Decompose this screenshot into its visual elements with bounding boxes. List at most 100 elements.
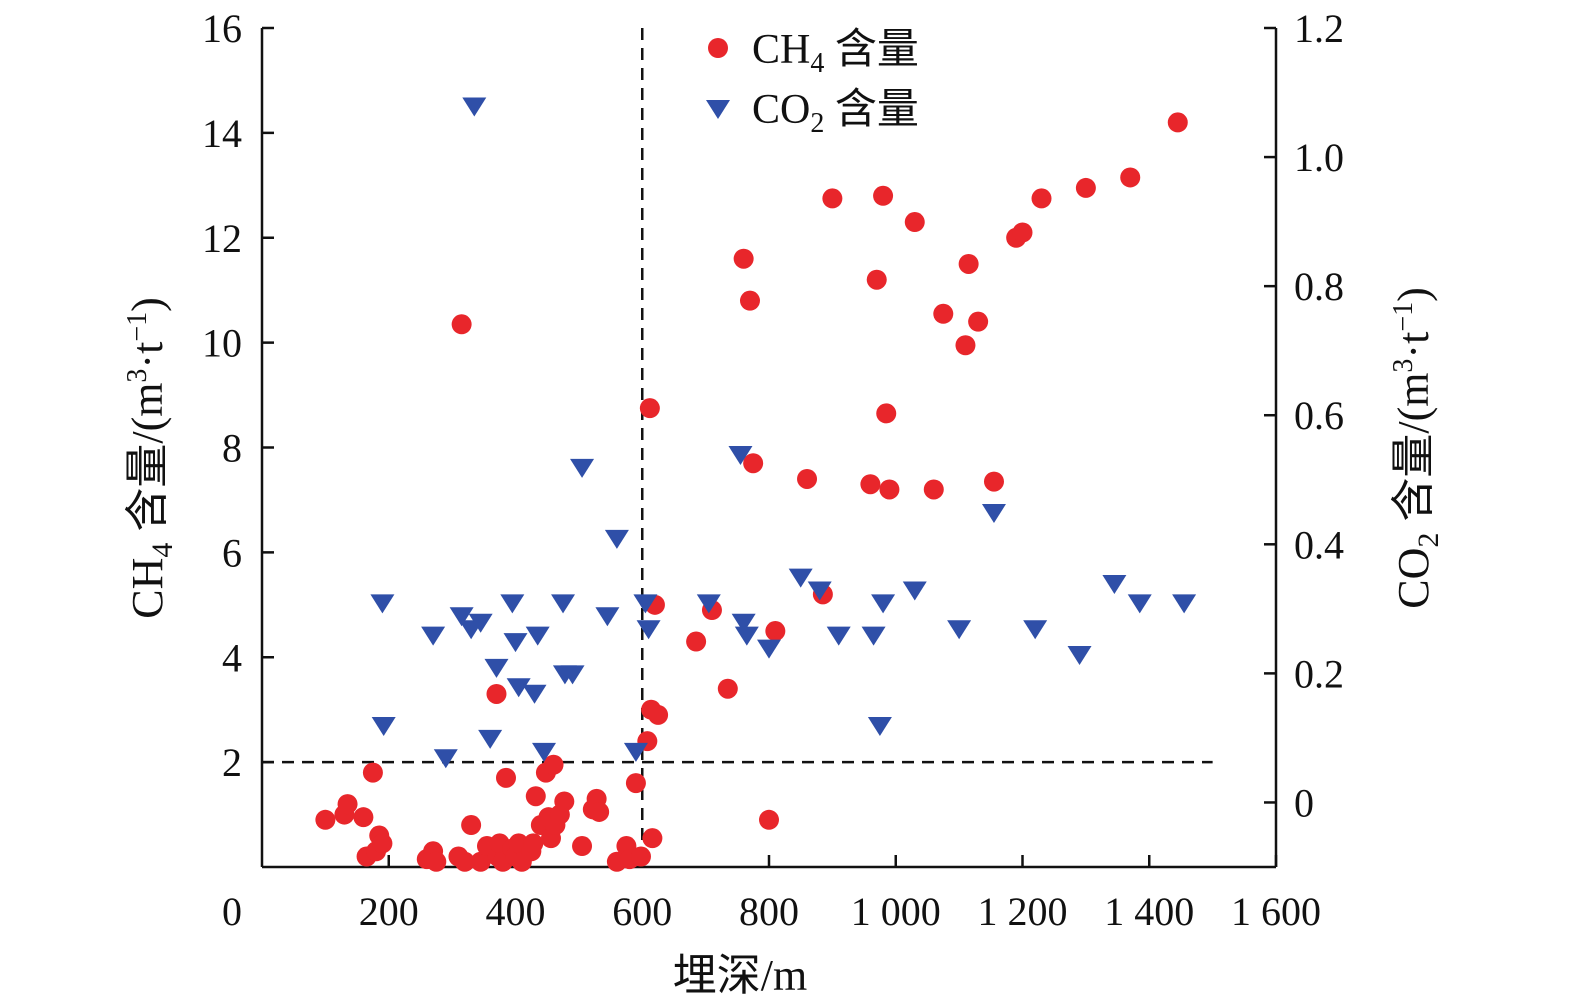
left-y-tick-label: 2 [222, 740, 242, 785]
x-axis-title: 埋深/m [673, 951, 807, 1000]
ch4-point [362, 762, 383, 783]
co2-point [623, 742, 648, 762]
x-tick-label: 1 600 [1231, 889, 1321, 934]
right-y-tick-label: 0.8 [1294, 264, 1344, 309]
co2-point [636, 620, 661, 640]
ch4-point [372, 833, 393, 854]
co2-point [981, 504, 1006, 524]
left-y-tick-label: 4 [222, 635, 242, 680]
ch4-point [743, 453, 764, 474]
ch4-point [904, 212, 925, 233]
co2-point [861, 626, 886, 646]
ch4-point [933, 303, 954, 324]
x-tick-label: 1 000 [851, 889, 941, 934]
co2-point [871, 594, 896, 614]
co2-point [371, 717, 396, 737]
ch4-point [572, 836, 593, 857]
co2-point [902, 581, 927, 601]
co2-point [633, 594, 658, 614]
ch4-point [955, 335, 976, 356]
x-tick-label: 0 [222, 889, 242, 934]
co2-point [449, 607, 474, 627]
co2-point [734, 626, 759, 646]
right-y-tick-label: 0.2 [1294, 651, 1344, 696]
legend-ch4-label: CH4 含量 [752, 27, 919, 79]
ch4-point [630, 846, 651, 867]
ch4-point [353, 807, 374, 828]
ch4-point [525, 786, 546, 807]
right-y-axis-title: CO2 含量/(m3·t−1) [1388, 287, 1445, 609]
co2-point [788, 568, 813, 588]
ch4-point [454, 851, 475, 872]
ch4-point [495, 767, 516, 788]
x-tick-label: 600 [612, 889, 672, 934]
co2-point [595, 607, 620, 627]
co2-point [1127, 594, 1152, 614]
left-y-tick-label: 8 [222, 426, 242, 471]
co2-point [728, 445, 753, 465]
ch4-point [873, 185, 894, 206]
co2-point [604, 529, 629, 549]
ch4-point [461, 815, 482, 836]
left-y-tick-label: 16 [202, 6, 242, 51]
ch4-point [486, 683, 507, 704]
x-tick-label: 200 [359, 889, 419, 934]
ch4-point [717, 678, 738, 699]
ch4-point [554, 791, 575, 812]
co2-point [462, 97, 487, 117]
co2-point [807, 581, 832, 601]
co2-point [826, 626, 851, 646]
x-tick-label: 800 [739, 889, 799, 934]
right-y-tick-label: 0.6 [1294, 393, 1344, 438]
co2-point [468, 613, 493, 633]
co2-point [1023, 620, 1048, 640]
ch4-point [470, 851, 491, 872]
data-points [315, 97, 1197, 872]
ch4-point [866, 269, 887, 290]
ch4-point [797, 468, 818, 489]
x-tick-label: 1 400 [1104, 889, 1194, 934]
co2-point [757, 639, 781, 659]
ch4-point [648, 704, 669, 725]
co2-point [947, 620, 972, 640]
ch4-point [523, 833, 544, 854]
left-y-axis: 2 4 6 8 10 12 14 16 [202, 6, 274, 785]
plot-frame [260, 28, 1278, 869]
co2-point [433, 749, 458, 769]
right-y-axis: 0 0.2 0.4 0.6 0.8 1.0 1.2 [1264, 6, 1344, 825]
co2-point [1102, 575, 1127, 595]
right-y-tick-label: 1.0 [1294, 135, 1344, 180]
legend-co2-label: CO2 含量 [752, 87, 919, 139]
right-y-tick-label: 0 [1294, 780, 1314, 825]
left-y-axis-title: CH4 含量/(m3·t−1) [122, 297, 179, 619]
ch4-point [958, 253, 979, 274]
co2-point [696, 594, 721, 614]
ch4-point [426, 851, 447, 872]
co2-point [478, 729, 503, 749]
co2-point [570, 458, 595, 478]
co2-point [421, 626, 446, 646]
co2-point [500, 594, 525, 614]
ch4-point [879, 479, 900, 500]
ch4-point [1120, 167, 1141, 188]
co2-point [731, 613, 756, 633]
ch4-point [860, 474, 881, 495]
co2-point [867, 717, 892, 737]
co2-point [551, 594, 576, 614]
co2-point [370, 594, 395, 614]
co2-point [503, 633, 528, 653]
ch4-point [625, 773, 646, 794]
ch4-point [765, 621, 786, 642]
ch4-point [1031, 188, 1052, 209]
co2-series [370, 97, 1197, 769]
co2-point [1067, 646, 1092, 666]
ch4-point [822, 188, 843, 209]
co2-point [560, 665, 585, 685]
ch4-point [759, 809, 779, 830]
ch4-point [983, 471, 1004, 492]
x-tick-label: 1 200 [978, 889, 1068, 934]
ch4-point [639, 398, 660, 419]
ch4-point [739, 290, 760, 311]
ch4-point [543, 754, 564, 775]
